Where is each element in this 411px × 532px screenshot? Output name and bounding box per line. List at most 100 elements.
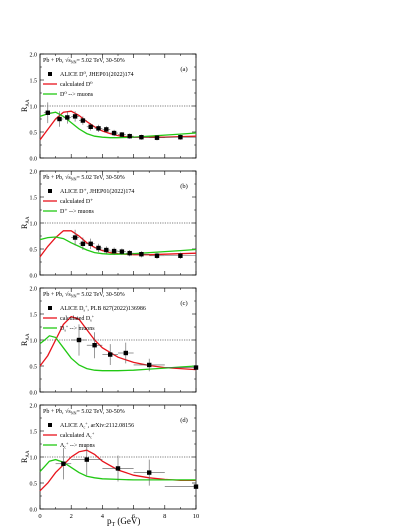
data-point [84,457,89,462]
legend-model-sub: s [90,318,92,323]
x-tick-label: 2 [70,513,73,520]
data-point [115,466,121,471]
data-point [127,133,132,139]
y-tick-label: 0.0 [30,508,38,514]
model-curve [39,315,197,371]
data-point [111,130,117,136]
data-point [72,235,78,240]
y-tick-label: 0.5 [30,482,38,488]
legend-data-label: ALICE D⁰, JHEP01(2022)174 [60,71,134,78]
legend-model-label: calculated Ds+ [60,314,95,323]
legend-model-sup: + [92,314,95,319]
data-point [147,470,152,475]
legend-muon-label: Λc+ --> muons [60,441,95,450]
legend-data-label: ALICE Ds+, PLB 827(2022)136986 [60,304,146,313]
data-point [139,135,144,140]
header-sqrt: √s [65,291,71,298]
y-axis-label: RAA [20,99,31,112]
legend-muon-label: D⁰ --> muons [60,91,94,98]
legend-model-sub: c [90,435,92,440]
y-tick-label: 1.5 [30,79,38,85]
y-tick-label: 2.0 [30,170,38,176]
y-axis-label-main: R [20,340,29,346]
muon-curve [39,111,197,139]
y-axis-label-sub: AA [26,216,31,224]
legend-muon-main: D [60,326,65,332]
legend-data-sub: c [84,425,86,430]
data-point [65,115,70,120]
legend-muon-label: Ds+ --> muons [60,324,95,333]
data-point [139,252,144,257]
legend-muon-main: D⁺ --> muons [60,209,95,215]
legend-muon-main: Λ [60,443,65,449]
legend-data-label: ALICE Λc+, arXiv:2112.08156 [60,421,134,430]
model-curve [39,110,197,141]
legend-data-main: ALICE D [60,306,84,312]
data-point [154,253,160,258]
legend-marker-data [48,189,52,193]
header-system: Pb + Pb, [43,175,65,181]
data-point [61,461,66,466]
legend-model-main: calculated D [60,316,91,322]
data-point [111,248,117,254]
panel-header: Pb + Pb, √sNN= 5.02 TeV, 30-50% [43,174,125,182]
y-tick-label: 2.0 [30,404,38,410]
data-point [178,135,183,140]
legend-data-sup: + [85,421,88,426]
x-tick-label: 4 [101,513,105,520]
y-tick-label: 2.0 [30,287,38,293]
panel-label: (a) [180,66,187,73]
legend-data-rest: , arXiv:2112.08156 [88,423,135,429]
header-sqrt: √s [65,57,71,64]
legend-muon-label: D⁺ --> muons [60,209,95,215]
legend-marker-data [48,72,52,76]
y-tick-label: 0.5 [30,248,38,254]
data-point [178,253,183,258]
data-point [154,135,160,140]
legend-model-main: calculated D⁰ [60,81,93,88]
data-point [119,249,125,254]
y-tick-label: 2.0 [30,53,38,59]
legend-muon-sup: + [66,324,69,329]
muon-curve [39,335,197,372]
muon-curve [39,458,196,481]
data-point [96,245,101,251]
data-point [104,247,109,253]
legend-model-label: calculated Λc+ [60,431,95,440]
header-nn: NN [71,60,77,65]
data-point [92,343,97,348]
y-axis-label-main: R [20,457,29,463]
header-system: Pb + Pb, [43,292,65,298]
data-point [193,484,199,489]
y-tick-label: 0.0 [30,157,38,163]
data-point [147,362,152,368]
data-point [80,241,86,246]
data-point [104,127,109,132]
panel-label: (c) [180,300,187,307]
y-axis-label: RAA [20,216,31,229]
panel-header: Pb + Pb, √sNN= 5.02 TeV, 30-50% [43,57,125,65]
x-tick-label: 8 [163,513,166,520]
y-axis-label-sub: AA [26,450,31,458]
legend-data-sub: s [84,308,86,313]
legend-model-label: calculated D⁰ [60,81,93,88]
header-sqrt: √s [65,174,71,181]
header-nn: NN [71,177,77,182]
legend-model-sup: + [92,431,95,436]
panel-header: Pb + Pb, √sNN= 5.02 TeV, 30-50% [43,291,125,299]
y-tick-label: 1.5 [30,313,38,319]
legend-muon-main: D⁰ --> muons [60,91,94,98]
panel-label: (d) [180,417,188,424]
model-curve [39,449,196,492]
data-point [57,116,62,122]
header-system: Pb + Pb, [43,58,65,64]
y-tick-label: 1.5 [30,430,38,436]
y-tick-label: 1.0 [30,456,38,462]
y-tick-label: 1.0 [30,222,38,228]
legend-data-main: ALICE D⁰, JHEP01(2022)174 [60,71,134,78]
x-tick-label: 10 [193,513,200,520]
legend-model-label: calculated D⁺ [60,199,93,205]
legend-muon-sub: c [64,445,66,450]
